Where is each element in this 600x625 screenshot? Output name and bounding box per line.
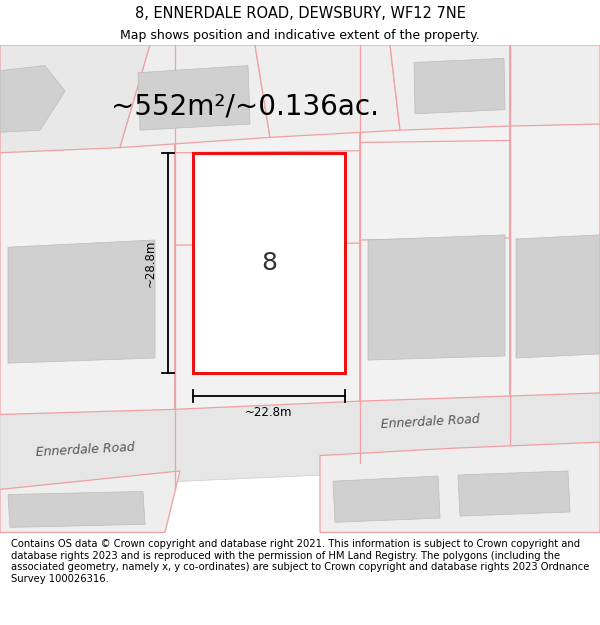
Polygon shape — [0, 45, 150, 152]
Text: ~28.8m: ~28.8m — [143, 239, 157, 287]
Polygon shape — [120, 45, 270, 148]
Polygon shape — [458, 471, 570, 516]
Text: 8: 8 — [261, 251, 277, 275]
Polygon shape — [0, 384, 600, 489]
Polygon shape — [320, 442, 600, 532]
Polygon shape — [255, 45, 400, 138]
Text: ~22.8m: ~22.8m — [245, 406, 293, 419]
Text: Contains OS data © Crown copyright and database right 2021. This information is : Contains OS data © Crown copyright and d… — [11, 539, 589, 584]
Polygon shape — [138, 66, 250, 130]
Text: 8, ENNERDALE ROAD, DEWSBURY, WF12 7NE: 8, ENNERDALE ROAD, DEWSBURY, WF12 7NE — [134, 6, 466, 21]
Polygon shape — [0, 66, 65, 132]
Text: Map shows position and indicative extent of the property.: Map shows position and indicative extent… — [120, 29, 480, 42]
Polygon shape — [8, 240, 155, 363]
Polygon shape — [390, 45, 510, 130]
Polygon shape — [516, 235, 600, 358]
Polygon shape — [8, 491, 145, 528]
Polygon shape — [510, 45, 600, 126]
Polygon shape — [205, 163, 333, 363]
Polygon shape — [193, 152, 345, 373]
Polygon shape — [0, 45, 175, 414]
Polygon shape — [0, 471, 180, 532]
Text: ~552m²/~0.136ac.: ~552m²/~0.136ac. — [111, 92, 379, 121]
Polygon shape — [510, 45, 600, 396]
Polygon shape — [333, 476, 440, 522]
Text: Ennerdale Road: Ennerdale Road — [35, 441, 135, 459]
Polygon shape — [368, 235, 505, 360]
Polygon shape — [414, 58, 505, 114]
Polygon shape — [175, 45, 360, 409]
Polygon shape — [360, 45, 510, 401]
Text: Ennerdale Road: Ennerdale Road — [380, 412, 480, 431]
